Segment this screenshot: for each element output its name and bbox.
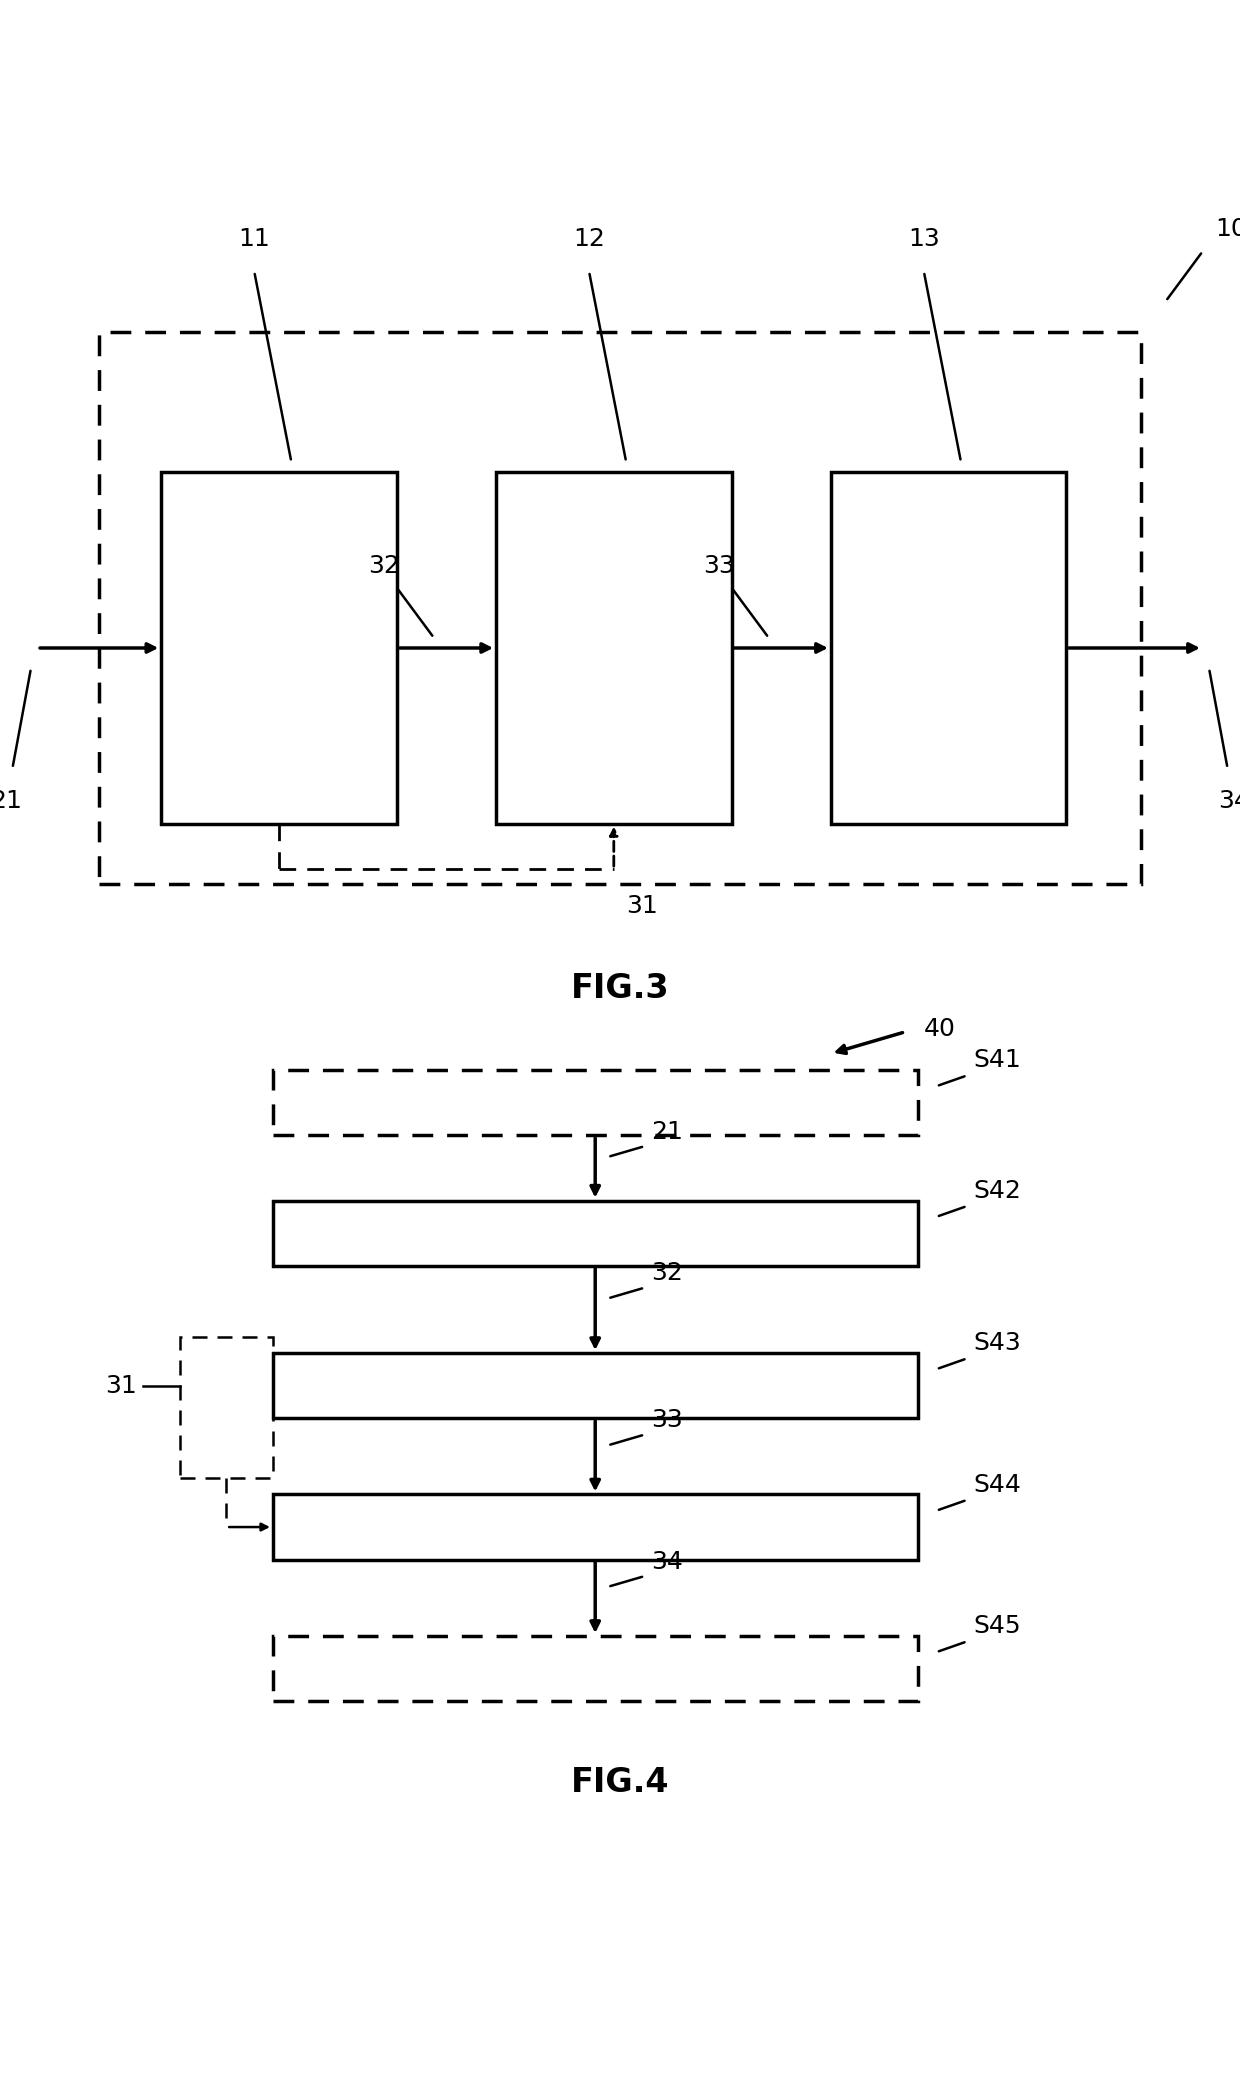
Bar: [161, 473, 397, 825]
Text: 31: 31: [104, 1373, 136, 1398]
Bar: [273, 1070, 918, 1134]
Bar: [273, 1352, 918, 1419]
Text: S43: S43: [973, 1331, 1022, 1354]
Text: 11: 11: [238, 228, 270, 251]
Bar: [273, 1494, 918, 1559]
Bar: [273, 1201, 918, 1266]
Text: 32: 32: [368, 555, 401, 578]
Text: 33: 33: [703, 555, 735, 578]
Text: 32: 32: [651, 1262, 683, 1285]
Text: 40: 40: [924, 1017, 956, 1040]
Text: 34: 34: [651, 1549, 683, 1574]
Text: 13: 13: [908, 228, 940, 251]
Text: 21: 21: [651, 1120, 683, 1145]
Text: S41: S41: [973, 1049, 1022, 1072]
Bar: [180, 1337, 273, 1478]
Text: FIG.4: FIG.4: [570, 1766, 670, 1800]
Text: S42: S42: [973, 1178, 1022, 1203]
Text: 12: 12: [573, 228, 605, 251]
Text: FIG.3: FIG.3: [570, 971, 670, 1005]
Text: 34: 34: [1218, 789, 1240, 812]
Bar: [99, 331, 1141, 883]
Bar: [496, 473, 732, 825]
Text: S45: S45: [973, 1614, 1021, 1639]
Text: 21: 21: [0, 789, 22, 812]
Text: 31: 31: [626, 894, 658, 919]
Text: 10: 10: [1215, 218, 1240, 241]
Text: S44: S44: [973, 1473, 1022, 1496]
Text: 33: 33: [651, 1409, 683, 1432]
Bar: [831, 473, 1066, 825]
Bar: [273, 1637, 918, 1702]
